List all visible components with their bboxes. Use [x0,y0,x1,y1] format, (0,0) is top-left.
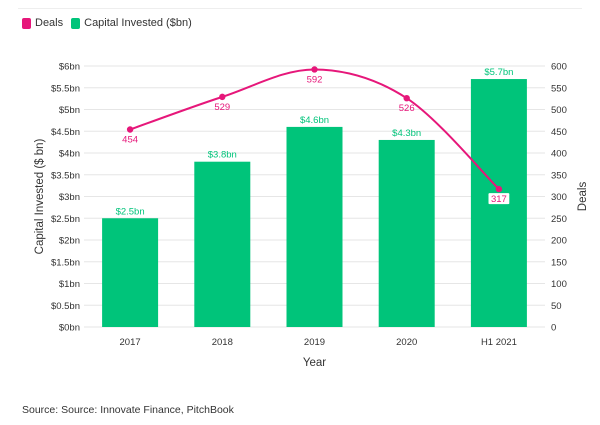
bar-data-label: $3.8bn [208,150,237,161]
deals-data-label: 317 [491,194,507,205]
y-right-tick-label: 400 [551,149,567,160]
x-axis-title: Year [303,357,326,369]
deals-swatch [22,17,31,29]
y-right-tick-label: 350 [551,170,567,181]
y-right-tick-label: 0 [551,323,556,334]
y-left-tick-label: $3bn [59,192,80,203]
deals-point [126,126,134,133]
y-left-tick-label: $0bn [59,323,80,334]
y-right-tick-label: 200 [551,236,567,247]
y-left-tick-label: $4bn [59,149,80,160]
bar-data-label: $4.6bn [300,115,329,126]
x-tick-label: H1 2021 [481,337,517,348]
y-left-tick-label: $5.5bn [51,83,80,94]
deals-point [495,185,503,193]
deals-point [311,66,318,73]
source-note: Source: Source: Innovate Finance, PitchB… [22,404,234,416]
x-tick-label: 2017 [120,337,141,348]
y-left-tick-label: $2.5bn [51,214,80,225]
y-right-tick-label: 50 [551,301,562,312]
y-right-tick-label: 150 [551,257,567,268]
y-left-axis-title: Capital Invested ($ bn) [34,138,46,254]
y-left-tick-label: $6bn [59,62,80,73]
x-tick-label: 2018 [212,337,233,348]
bar-data-label: $5.7bn [484,67,513,78]
y-right-tick-label: 600 [551,62,567,73]
y-right-tick-label: 500 [551,105,567,116]
bar-data-label: $2.5bn [116,206,145,217]
deals-label-bg [488,193,510,205]
y-left-tick-label: $1bn [59,279,80,290]
deals-data-label: 592 [307,74,323,85]
top-divider [18,8,582,9]
bar-capital [102,218,159,327]
capital-swatch [71,17,81,29]
y-right-tick-label: 250 [551,214,567,225]
deals-data-label: 529 [214,102,230,113]
bar-capital [194,161,251,327]
deals-point [219,93,226,101]
y-right-tick-label: 100 [551,279,567,290]
y-right-axis-title: Deals [577,182,589,212]
y-right-tick-label: 450 [551,127,567,138]
y-left-tick-label: $3.5bn [51,170,80,181]
legend-item-deals[interactable]: Deals [22,17,63,29]
legend-item-capital[interactable]: Capital Invested ($bn) [71,17,192,29]
y-left-tick-label: $0.5bn [51,301,80,312]
bar-capital [286,126,343,328]
legend-label-capital: Capital Invested ($bn) [84,17,192,29]
legend: Deals Capital Invested ($bn) [22,17,200,29]
y-left-tick-label: $5bn [59,105,80,116]
deals-data-label: 454 [122,135,138,146]
deals-data-label: 526 [399,103,415,114]
y-left-tick-label: $2bn [59,236,80,247]
legend-label-deals: Deals [35,17,64,29]
x-tick-label: 2019 [304,337,325,348]
bar-data-label: $4.3bn [392,128,421,139]
x-tick-label: 2020 [396,337,417,348]
y-left-tick-label: $1.5bn [51,257,80,268]
deals-point [403,94,410,102]
y-right-tick-label: 550 [551,83,567,94]
y-left-tick-label: $4.5bn [51,127,80,138]
y-right-tick-label: 300 [551,192,567,203]
bar-capital [378,139,435,327]
